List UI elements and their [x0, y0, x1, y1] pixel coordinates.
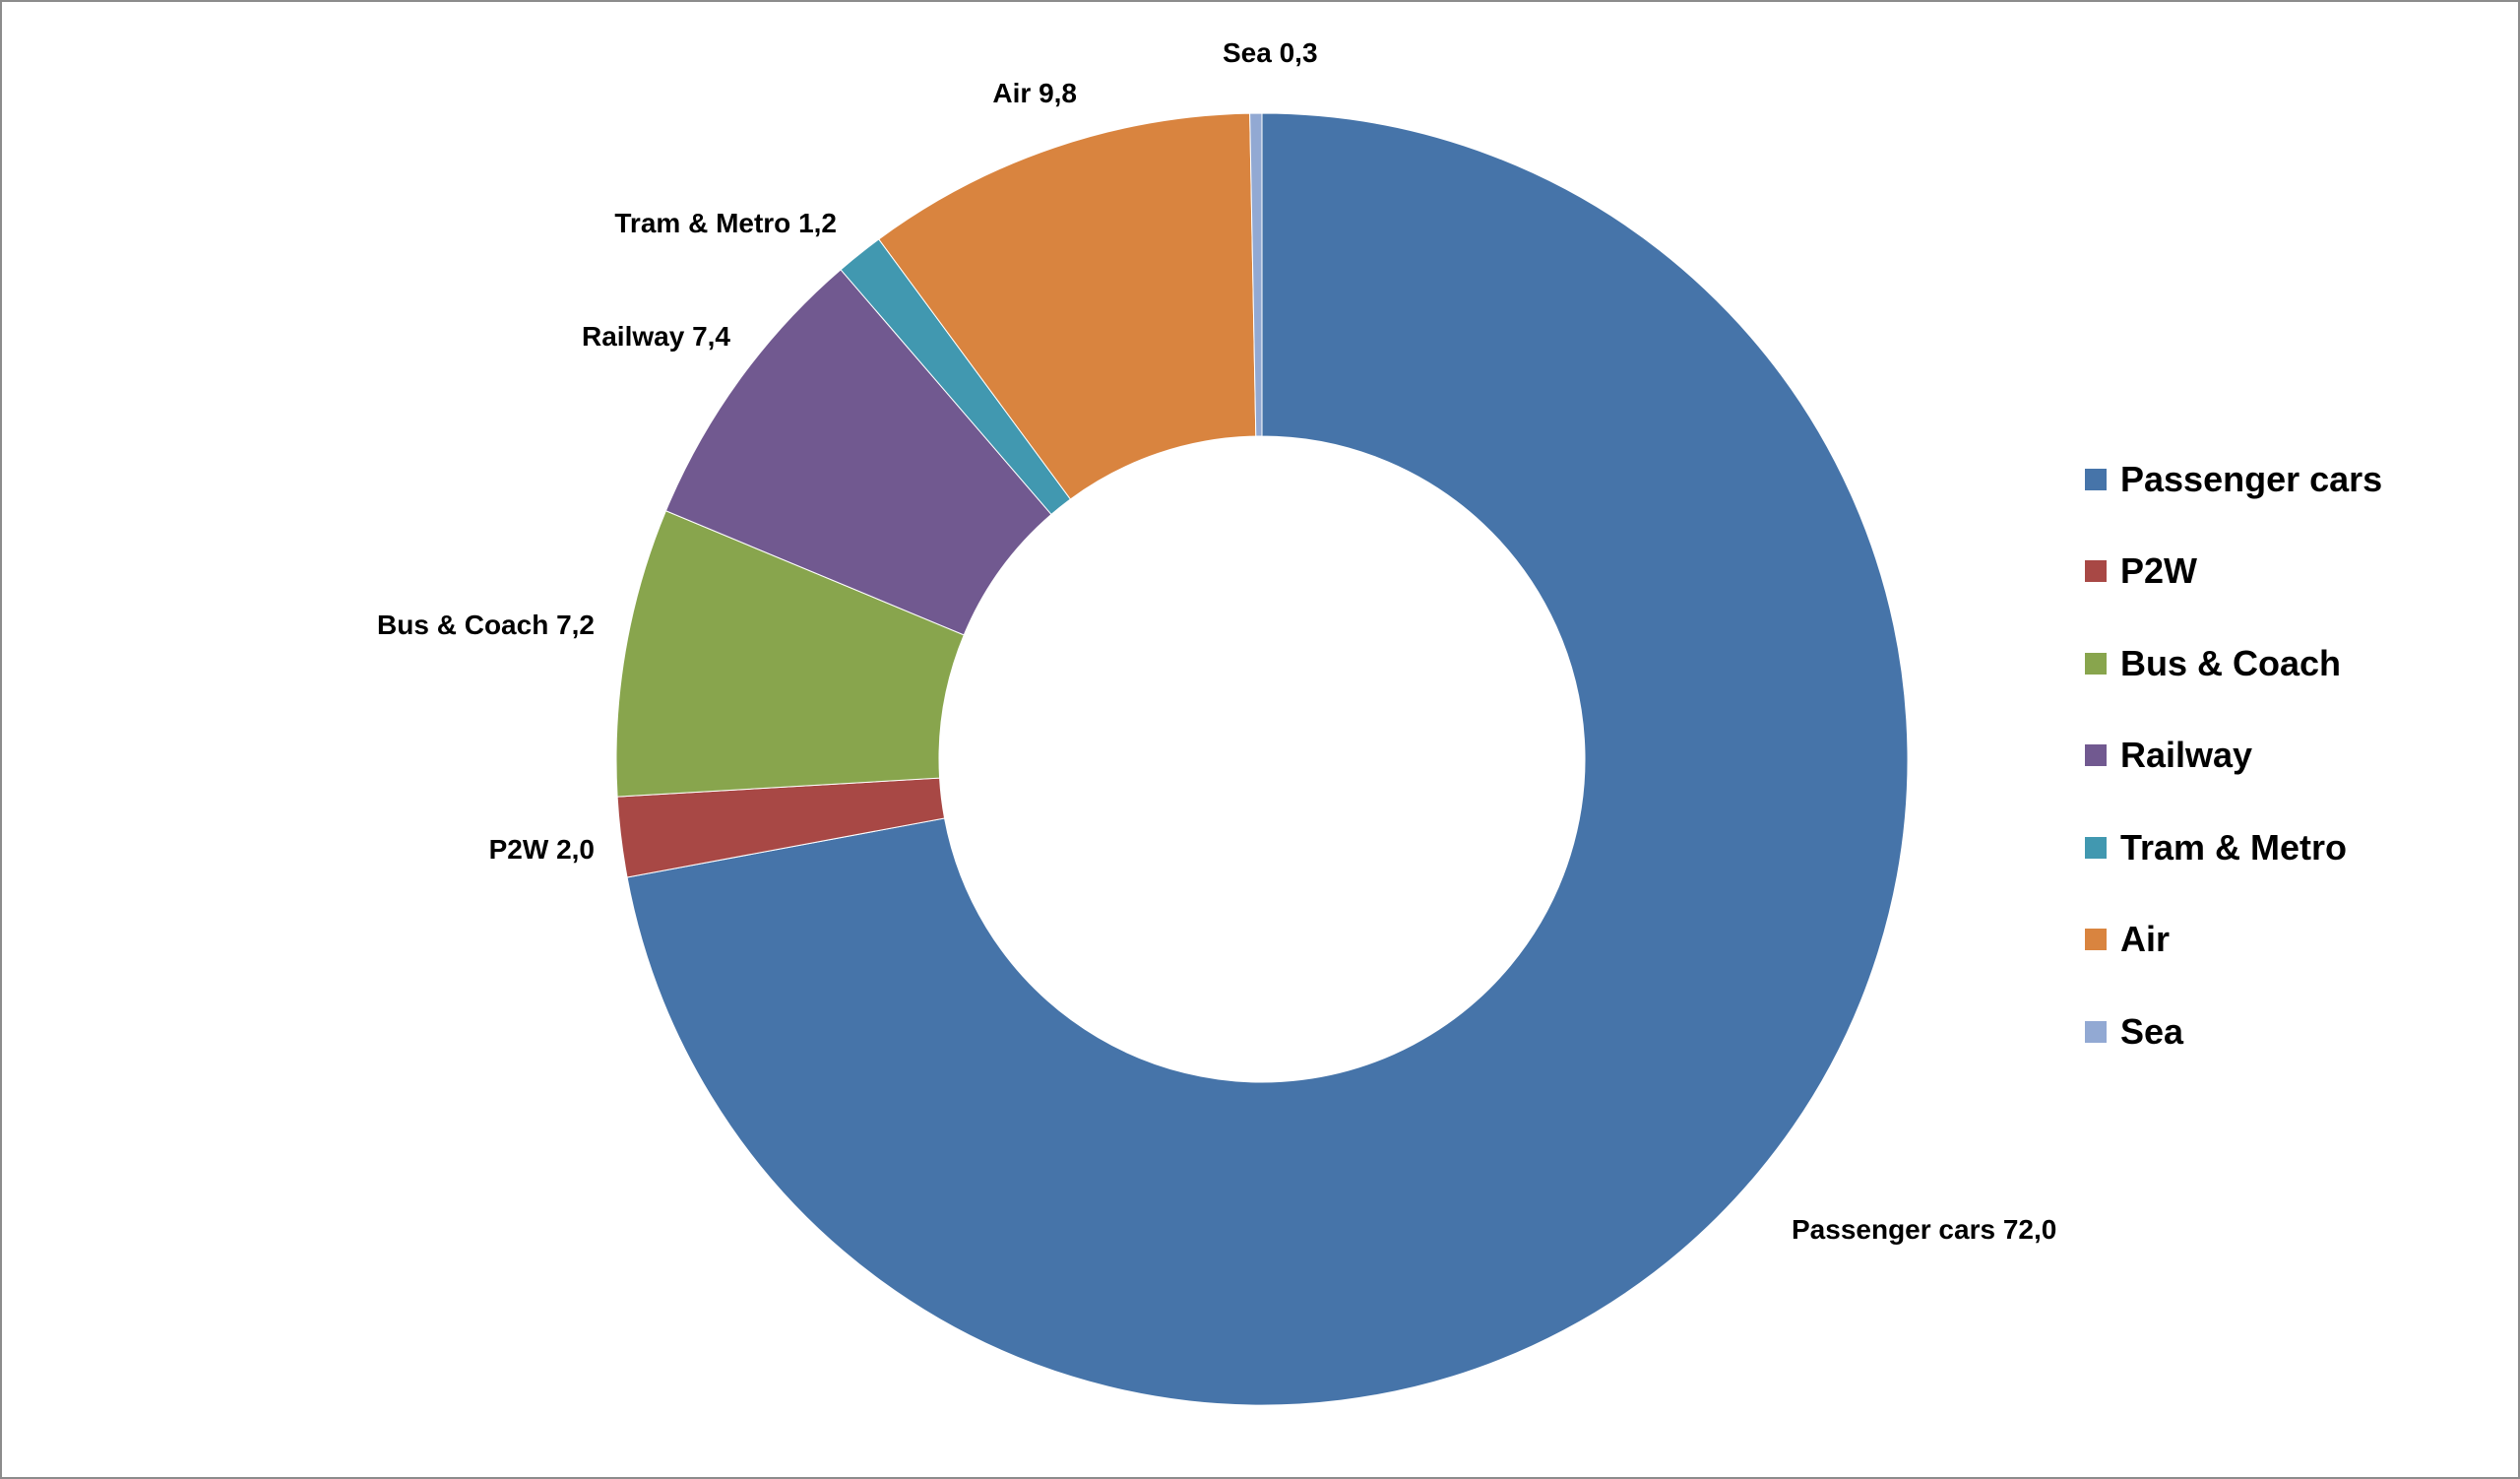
legend-item-p2w: P2W: [2085, 526, 2498, 618]
donut-slices: [615, 112, 1909, 1406]
legend-swatch: [2085, 652, 2107, 675]
data-label-sea: Sea 0,3: [1223, 37, 1318, 68]
legend-item-sea: Sea: [2085, 986, 2498, 1078]
legend-item-bus-and-coach: Bus & Coach: [2085, 617, 2498, 710]
legend-swatch: [2085, 929, 2107, 951]
data-label-bus-and-coach: Bus & Coach 7,2: [377, 610, 595, 640]
legend-label: Tram & Metro: [2120, 826, 2348, 868]
slice-air: [878, 112, 1257, 500]
slice-passenger-cars: [626, 112, 1909, 1406]
legend: Passenger cars P2W Bus & Coach Railway Tram …: [2085, 433, 2498, 1078]
legend-label: Bus & Coach: [2120, 642, 2342, 683]
legend-label: Air: [2120, 919, 2171, 960]
legend-item-passenger-cars: Passenger cars: [2085, 433, 2498, 526]
data-label-tram-and-metro: Tram & Metro 1,2: [614, 208, 837, 238]
legend-label: Passenger cars: [2120, 458, 2383, 499]
data-label-railway: Railway 7,4: [582, 321, 730, 352]
data-label-passenger-cars: Passenger cars 72,0: [1792, 1214, 2056, 1245]
legend-swatch: [2085, 468, 2107, 490]
legend-label: Railway: [2120, 735, 2253, 776]
data-label-air: Air 9,8: [992, 78, 1077, 108]
data-label-p2w: P2W 2,0: [489, 834, 595, 865]
legend-item-air: Air: [2085, 894, 2498, 987]
legend-swatch: [2085, 1020, 2107, 1043]
data-labels: Passenger cars 72,0 P2W 2,0 Bus & Coach 7,…: [377, 37, 2056, 1245]
legend-item-tram-and-metro: Tram & Metro: [2085, 802, 2498, 894]
legend-swatch: [2085, 744, 2107, 767]
legend-swatch: [2085, 560, 2107, 583]
legend-swatch: [2085, 836, 2107, 859]
slice-sea: [1249, 112, 1263, 437]
legend-label: Sea: [2120, 1010, 2184, 1052]
legend-label: P2W: [2120, 550, 2198, 592]
legend-item-railway: Railway: [2085, 710, 2498, 803]
